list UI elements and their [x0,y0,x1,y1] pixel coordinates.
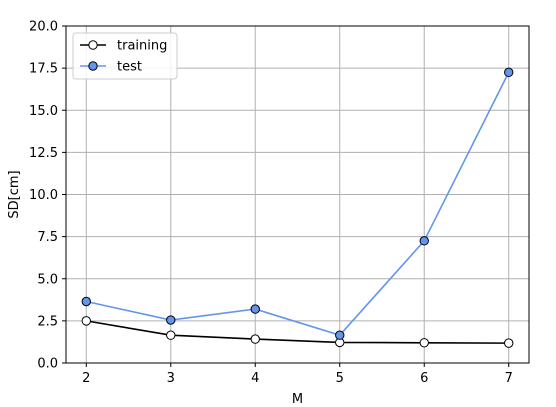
series-training [81,316,514,348]
series-test [81,67,514,340]
data-point-test [504,67,514,78]
y-tick-label: 10.0 [29,188,58,203]
data-point-training [81,316,91,326]
y-tick-label: 5.0 [37,272,58,287]
grid [66,25,529,364]
data-point-test [335,330,345,340]
legend-label-training: training [117,39,167,54]
data-point-training [504,338,514,348]
y-tick-label: 15.0 [29,104,58,119]
y-tick-label: 12.5 [29,146,58,161]
x-tick-label: 6 [420,371,428,386]
data-point-test [250,304,260,314]
series-line-training [86,320,509,344]
x-tick-label: 4 [251,371,259,386]
data-point-test [166,315,176,325]
y-tick-label: 7.5 [37,230,58,245]
legend-marker-test [88,61,98,71]
x-axis-label: M [292,392,303,407]
legend: training test [72,32,178,80]
y-tick-label: 20.0 [29,20,58,35]
x-tick-label: 2 [82,371,90,386]
x-tick-label: 7 [505,371,513,386]
x-tick-label: 3 [167,371,175,386]
y-tick-label: 17.5 [29,62,58,77]
data-point-test [419,236,429,246]
legend-label-test: test [117,60,142,75]
data-series [81,67,514,348]
y-axis-label: SD[cm] [7,170,22,218]
axis-ticks: 2 3 4 5 6 7 0.0 2.5 5.0 7.5 10.0 12.5 15.0 17.5 20.0 [29,20,513,387]
legend-marker-training [88,40,98,50]
data-point-training [419,338,429,348]
data-point-training [250,334,260,344]
y-tick-label: 2.5 [37,314,58,329]
series-line-test [86,71,510,337]
y-tick-label: 0.0 [37,357,58,372]
data-point-training [166,330,176,340]
data-point-test [81,296,91,307]
x-tick-label: 5 [336,371,344,386]
